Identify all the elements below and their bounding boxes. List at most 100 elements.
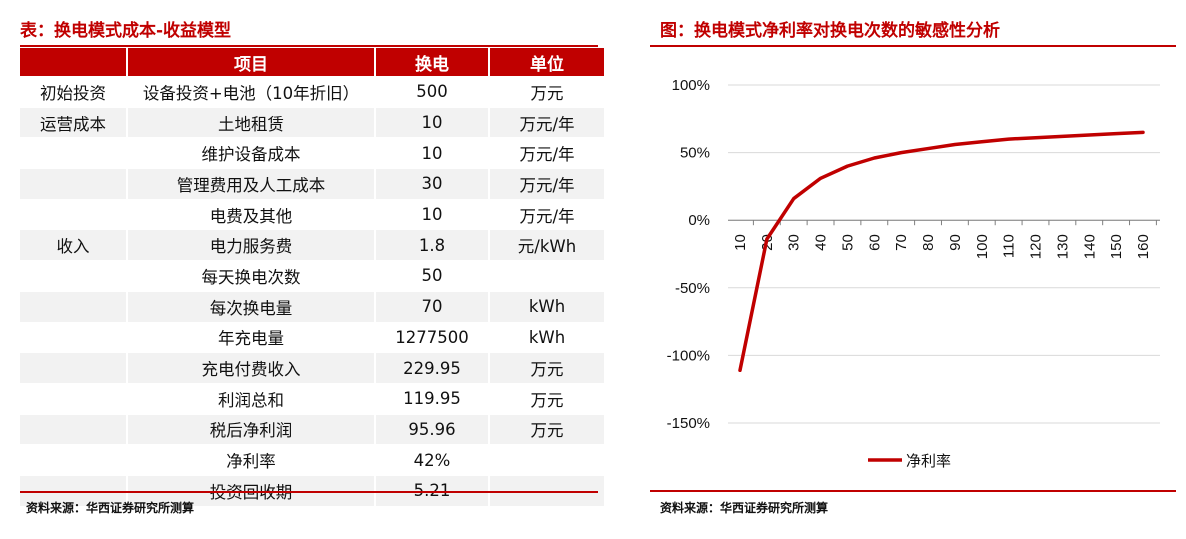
table-cell: 维护设备成本 <box>126 137 375 169</box>
x-tick-label: 30 <box>786 234 803 251</box>
table-header-row: 项目 换电 单位 <box>20 48 604 77</box>
y-tick-label: 0% <box>688 212 710 229</box>
table-row: 净利率 42% <box>20 444 604 476</box>
table-cell: 30 <box>374 168 489 200</box>
x-tick-label: 10 <box>732 234 749 251</box>
table-cell: kWh <box>488 290 604 322</box>
table-cell: 1277500 <box>374 321 489 353</box>
x-tick-label: 70 <box>893 234 910 251</box>
table-row: 充电付费收入 229.95 万元 <box>20 352 604 384</box>
table-cell <box>20 198 127 230</box>
table-cell <box>20 413 127 445</box>
table-cell: 5.21 <box>374 474 489 506</box>
table-cell: 收入 <box>20 229 127 261</box>
table-cell: 万元/年 <box>488 198 604 230</box>
table-cell: 50 <box>374 260 489 292</box>
table-cell <box>488 444 604 476</box>
table-cell: 年充电量 <box>126 321 375 353</box>
table-cell: 运营成本 <box>20 106 127 138</box>
x-tick-label: 160 <box>1135 234 1152 259</box>
x-tick-label: 50 <box>839 234 856 251</box>
table-cell <box>20 382 127 415</box>
x-tick-label: 140 <box>1081 234 1098 259</box>
table-cell: 税后净利润 <box>126 413 375 445</box>
table-cell: 万元/年 <box>488 168 604 200</box>
table-cell: 投资回收期 <box>126 474 375 506</box>
y-tick-label: 100% <box>672 77 710 94</box>
table-cell: 每天换电次数 <box>126 260 375 292</box>
table-row: 初始投资 设备投资+电池（10年折旧） 500 万元 <box>20 76 604 108</box>
table-cell <box>488 260 604 292</box>
sensitivity-chart: 100%50%0%-50%-100%-150%10 20 30 40 50 60 70 80 9… <box>667 77 1160 470</box>
legend-label: 净利率 <box>906 452 951 470</box>
table-cell: 500 <box>374 76 489 108</box>
table-cell: 利润总和 <box>126 382 375 415</box>
table-cell: 管理费用及人工成本 <box>126 168 375 200</box>
table-row: 年充电量 1277500 kWh <box>20 321 604 353</box>
table-cell: 229.95 <box>374 352 489 384</box>
table-cell: 万元/年 <box>488 137 604 169</box>
y-tick-label: -50% <box>675 280 710 297</box>
table-cell <box>20 321 127 353</box>
table-top-rule <box>20 45 598 47</box>
table-cell: 万元 <box>488 352 604 384</box>
x-tick-label: 100 <box>974 234 991 259</box>
table-cell <box>20 168 127 200</box>
table-cell: 净利率 <box>126 444 375 476</box>
x-tick-label: 110 <box>1001 234 1018 258</box>
x-tick-label: 60 <box>866 234 883 251</box>
table-cell <box>20 137 127 169</box>
table-cell <box>20 444 127 476</box>
table-cell: 70 <box>374 290 489 322</box>
x-tick-label: 150 <box>1108 234 1125 259</box>
table-cell <box>20 474 127 506</box>
table-row: 收入 电力服务费 1.8 元/kWh <box>20 229 604 261</box>
x-tick-label: 80 <box>920 234 937 251</box>
header-cell <box>20 48 127 77</box>
table-cell: 电费及其他 <box>126 198 375 230</box>
table-cell: 万元 <box>488 413 604 445</box>
table-cell: 土地租赁 <box>126 106 375 138</box>
table-row: 投资回收期 5.21 <box>20 474 604 506</box>
x-tick-label: 120 <box>1028 234 1045 259</box>
table-row: 每天换电次数 50 <box>20 260 604 292</box>
table-cell <box>20 260 127 292</box>
table-cell: 电力服务费 <box>126 229 375 261</box>
table-cell: 每次换电量 <box>126 290 375 322</box>
header-cell: 项目 <box>126 48 375 77</box>
table-cell: 1.8 <box>374 229 489 261</box>
table-cell: 充电付费收入 <box>126 352 375 384</box>
table-cell: 42% <box>374 444 489 476</box>
table-cell: 119.95 <box>374 382 489 415</box>
chart-top-rule <box>650 45 1176 47</box>
chart-bottom-rule <box>650 490 1176 492</box>
table-cell: 95.96 <box>374 413 489 445</box>
table-row: 税后净利润 95.96 万元 <box>20 413 604 445</box>
header-cell: 换电 <box>374 48 489 77</box>
table-row: 电费及其他 10 万元/年 <box>20 198 604 230</box>
table-row: 每次换电量 70 kWh <box>20 290 604 322</box>
table-bottom-rule <box>20 491 598 493</box>
y-tick-label: -150% <box>667 415 710 432</box>
cost-revenue-table: 项目 换电 单位 初始投资 设备投资+电池（10年折旧） 500 万元 运营成本 土地租赁 10… <box>20 48 604 506</box>
x-tick-label: 40 <box>813 234 830 251</box>
table-row: 运营成本 土地租赁 10 万元/年 <box>20 106 604 138</box>
table-cell <box>20 290 127 322</box>
table-row: 维护设备成本 10 万元/年 <box>20 137 604 169</box>
table-cell: 初始投资 <box>20 76 127 108</box>
y-tick-label: 50% <box>680 145 710 162</box>
table-cell: 万元/年 <box>488 106 604 138</box>
x-tick-label: 130 <box>1054 234 1071 259</box>
table-row: 管理费用及人工成本 30 万元/年 <box>20 168 604 200</box>
table-source: 资料来源：华西证券研究所测算 <box>26 501 195 515</box>
chart-title: 图：换电模式净利率对换电次数的敏感性分析 <box>660 21 1000 41</box>
series-line-net-margin <box>738 130 1145 373</box>
table-row: 利润总和 119.95 万元 <box>20 382 604 415</box>
x-tick-label: 90 <box>947 234 964 251</box>
chart-source: 资料来源：华西证券研究所测算 <box>660 501 829 515</box>
y-tick-label: -100% <box>667 347 710 364</box>
table-cell: 10 <box>374 137 489 169</box>
table-cell <box>488 474 604 506</box>
table-cell: kWh <box>488 321 604 353</box>
table-cell: 万元 <box>488 76 604 108</box>
